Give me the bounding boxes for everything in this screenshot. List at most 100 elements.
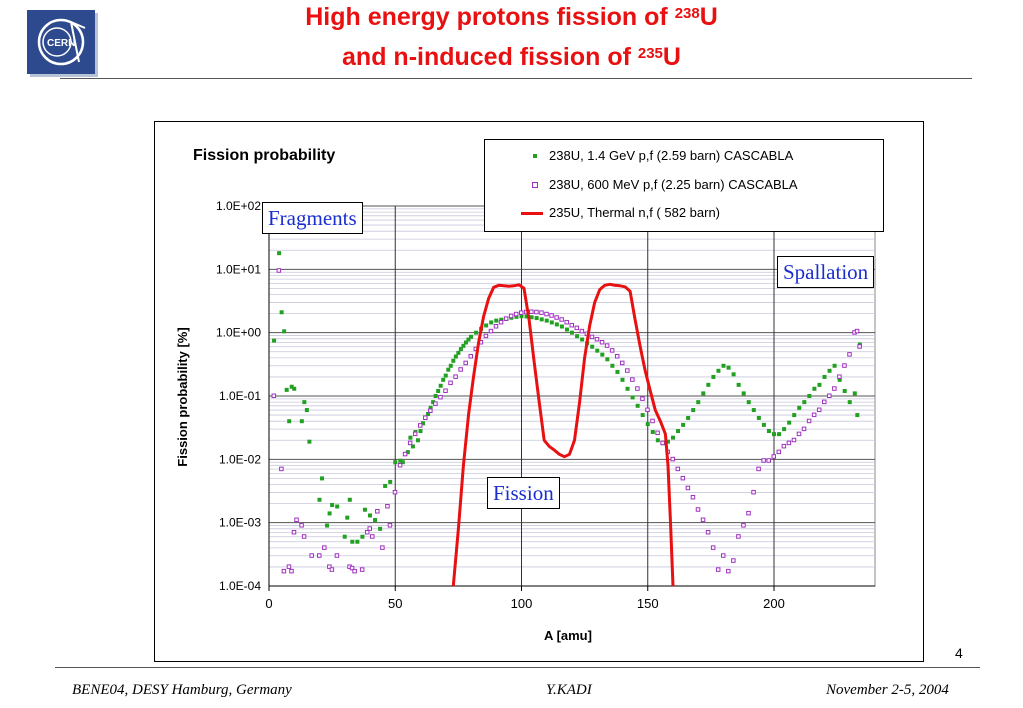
data-point (458, 347, 463, 352)
data-point (368, 513, 372, 518)
data-point (837, 374, 842, 379)
data-point (387, 523, 393, 528)
data-point (685, 485, 691, 491)
data-point (580, 337, 585, 342)
data-point (771, 454, 776, 459)
data-point (665, 439, 670, 444)
data-point (570, 330, 574, 335)
data-point (364, 529, 370, 535)
data-point (837, 377, 842, 382)
data-point (493, 324, 499, 329)
data-point (559, 317, 564, 322)
data-point (410, 444, 415, 449)
legend-label: 235U, Thermal n,f ( 582 barn) (549, 205, 721, 220)
data-point (574, 325, 580, 331)
x-tick-label: 150 (637, 596, 659, 611)
data-point (746, 510, 751, 516)
data-point (398, 458, 403, 463)
data-point (294, 517, 299, 523)
data-point (787, 420, 792, 425)
data-point (534, 316, 539, 321)
data-point (827, 393, 832, 398)
data-point (498, 319, 504, 325)
data-point (579, 328, 585, 334)
data-point (671, 435, 675, 440)
y-tick-label: 1.0E+01 (216, 262, 261, 276)
y-tick-label: 1.0E-04 (219, 579, 261, 593)
data-point (286, 564, 292, 569)
data-point (640, 413, 645, 418)
x-tick-label: 50 (388, 596, 402, 611)
data-point (751, 489, 756, 495)
data-point (604, 343, 610, 348)
data-point (852, 391, 857, 396)
data-point (513, 311, 519, 317)
data-point (701, 391, 706, 396)
data-point (842, 388, 847, 393)
data-point (832, 363, 837, 368)
fragments-callout: Fragments (262, 202, 363, 234)
data-point (756, 415, 761, 420)
data-point (680, 475, 686, 481)
data-point (407, 440, 413, 446)
data-point (289, 384, 294, 389)
data-point (359, 567, 365, 572)
data-point (716, 368, 721, 373)
data-point (772, 432, 776, 437)
footer-date: November 2-5, 2004 (826, 682, 949, 698)
spallation-callout: Spallation (777, 256, 875, 288)
data-point (421, 421, 426, 426)
logo-text: CERN (47, 38, 75, 49)
data-point (670, 456, 675, 462)
data-point (529, 309, 534, 314)
data-point (726, 365, 731, 370)
data-point (807, 394, 812, 398)
title-line2-isotope: 235 (637, 45, 663, 62)
data-point (776, 449, 782, 455)
data-point (569, 322, 574, 328)
data-point (436, 388, 441, 393)
x-axis-title: A [amu] (544, 628, 592, 643)
x-tick-label: 0 (265, 596, 272, 611)
data-point (514, 314, 519, 319)
data-point (392, 489, 398, 495)
data-point (660, 440, 665, 446)
data-point (690, 494, 696, 500)
data-point (418, 429, 423, 434)
data-point (350, 539, 355, 544)
data-point (322, 545, 327, 550)
footer-divider (55, 667, 980, 668)
data-point (539, 310, 544, 315)
data-point (474, 330, 479, 335)
data-point (378, 526, 383, 531)
data-point (802, 400, 807, 405)
data-point (463, 340, 468, 345)
green-dot-marker (533, 154, 537, 158)
data-point (380, 545, 385, 550)
title-line2-text: and n-induced fission of (342, 43, 638, 71)
data-point (594, 337, 600, 342)
data-point (534, 309, 539, 315)
data-point (650, 418, 655, 424)
data-point (301, 534, 307, 539)
data-point (291, 529, 297, 535)
data-point (279, 466, 284, 472)
data-point (554, 322, 559, 327)
data-point (428, 405, 433, 410)
data-point (451, 358, 456, 363)
data-point (469, 334, 473, 339)
data-point (304, 408, 309, 413)
data-point (710, 545, 716, 550)
data-point (822, 399, 827, 405)
data-point (519, 310, 524, 315)
legend-label: 238U, 1.4 GeV p,f (2.59 barn) CASCABLA (549, 148, 794, 163)
data-point (695, 507, 701, 512)
y-tick-label: 1.0E-02 (219, 452, 261, 466)
data-point (554, 315, 559, 320)
data-point (721, 363, 726, 368)
data-point (433, 394, 438, 398)
data-point (282, 329, 287, 334)
data-point (438, 394, 443, 400)
page-number: 4 (955, 645, 963, 661)
data-point (782, 427, 787, 432)
